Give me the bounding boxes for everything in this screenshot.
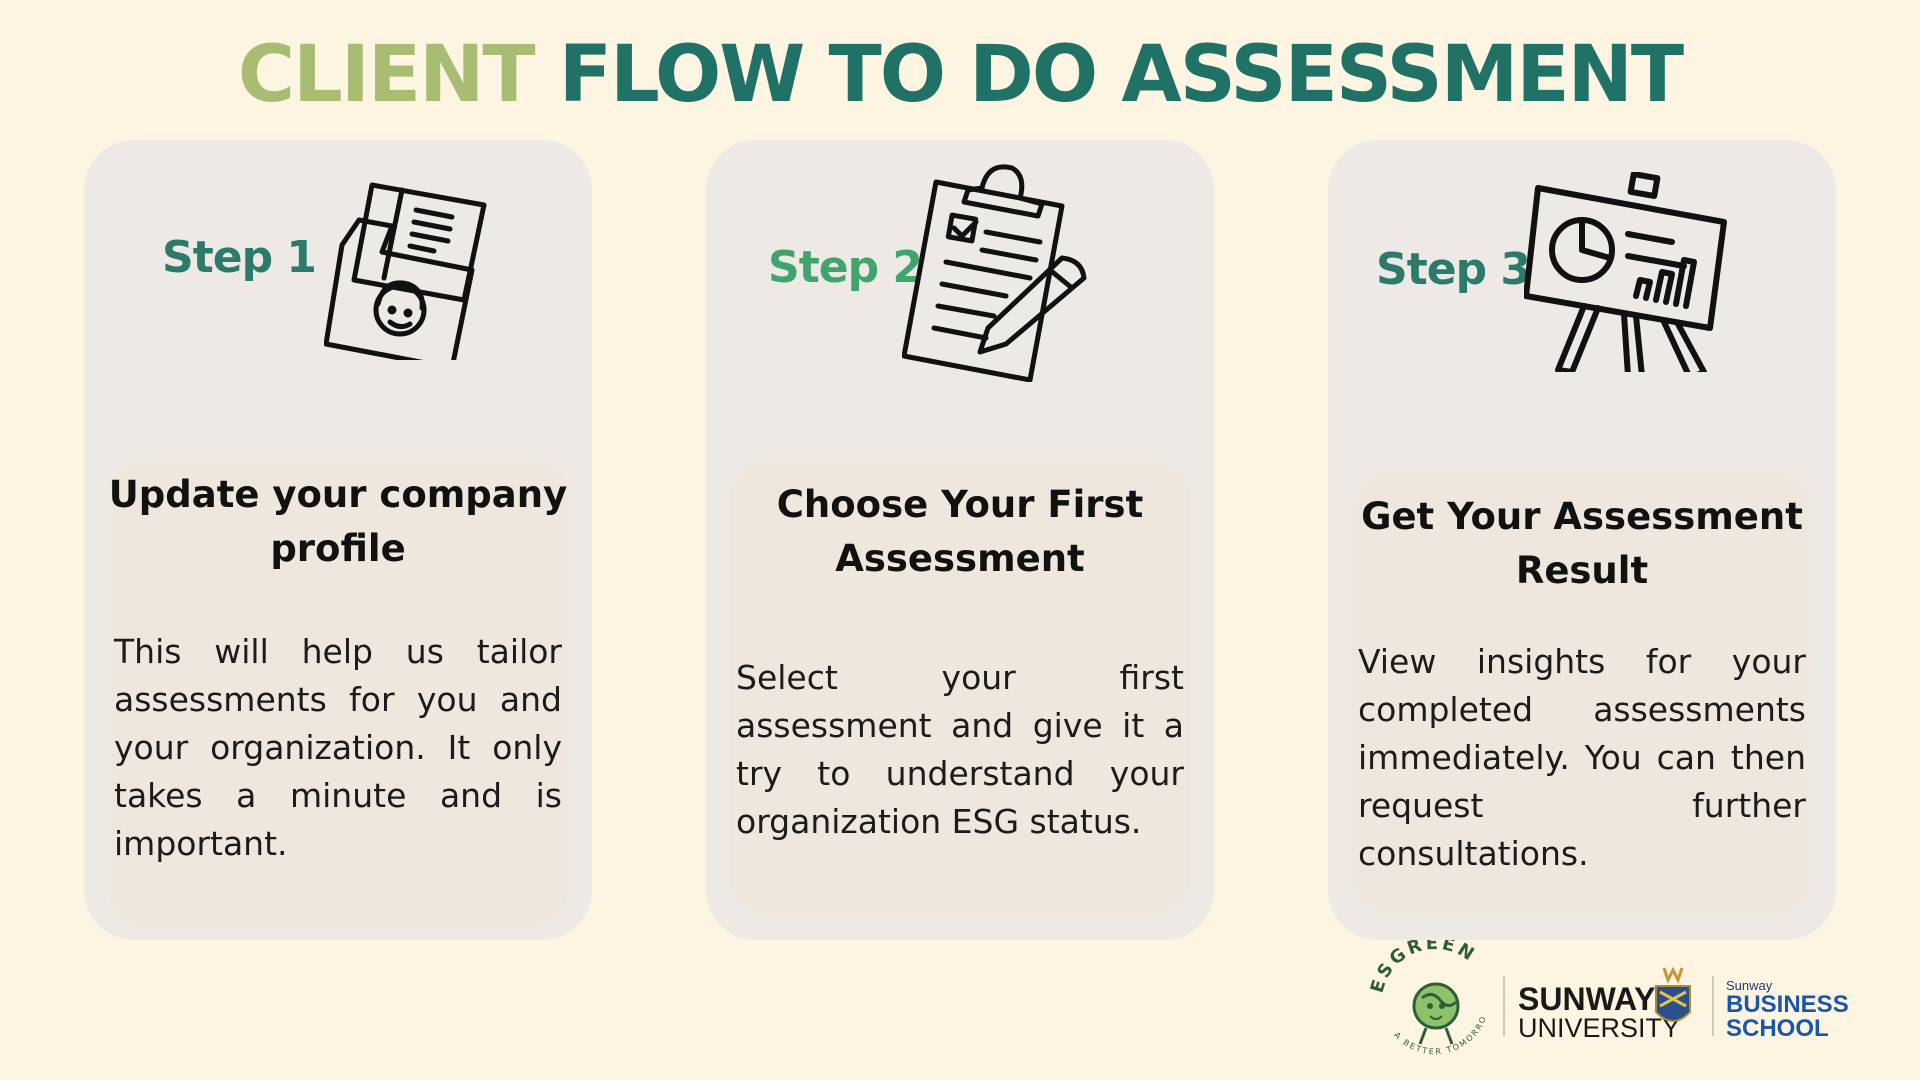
step-2-description: Select your first assessment and give it… [736,658,1184,841]
title-part-client: CLIENT [237,30,536,120]
sunway-business-school-logo: Sunway BUSINESS SCHOOL [1726,978,1849,1041]
university-name: SUNWAY [1518,981,1656,1017]
step-3-card: Step 3 Get Your Assessment Result View i… [1328,140,1836,940]
step-2-label: Step 2 [768,242,923,293]
step-1-heading: Update your company profile [108,473,568,570]
esgreen-logo: ESGREEN A BETTER TOMORROW [1365,933,1500,1079]
presentation-chart-icon [1524,172,1727,372]
step-3-label: Step 3 [1376,244,1531,295]
logo-divider [1503,976,1505,1036]
school-line-2: SCHOOL [1726,1015,1829,1042]
step-2-content: Choose Your First Assessment Select your… [730,458,1190,918]
step-2-heading: Choose Your First Assessment [776,483,1144,580]
title-part-flow: FLOW TO DO ASSESSMENT [558,30,1684,120]
step-1-description: This will help us tailor assessments for… [114,632,562,863]
step-1-content: Update your company profile This will he… [108,458,568,928]
profile-folder-icon [324,182,487,360]
step-2-card: Step 2 Choose Your First Assessment Sele… [706,140,1214,940]
school-small-label: Sunway [1726,978,1773,993]
step-3-description: View insights for your completed assessm… [1358,642,1806,873]
step-1-card: Step 1 Update your company profile This … [84,140,592,940]
logo-divider-2 [1712,976,1714,1036]
university-sub: UNIVERSITY [1518,1013,1681,1043]
step-3-content: Get Your Assessment Result View insights… [1352,470,1812,916]
sunway-university-logo: SUNWAY UNIVERSITY [1518,981,1681,1043]
crest-icon [1655,966,1691,1022]
clipboard-checklist-icon [902,164,1087,382]
school-line-1: BUSINESS [1726,991,1849,1018]
step-1-label: Step 1 [162,232,317,283]
step-3-heading: Get Your Assessment Result [1361,495,1803,592]
page-title: CLIENT FLOW TO DO ASSESSMENT [0,30,1920,120]
